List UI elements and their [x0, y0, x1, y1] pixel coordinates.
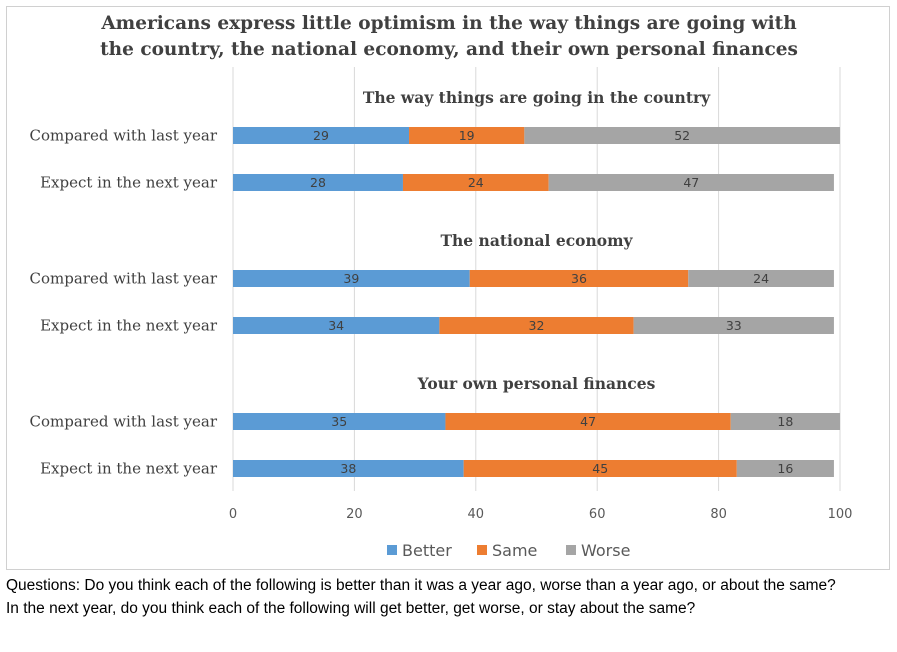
data-label: 39: [343, 271, 359, 286]
data-label: 36: [571, 271, 587, 286]
bar-segment-worse: [688, 270, 834, 287]
bar-segment-better: [233, 127, 410, 144]
data-label: 33: [726, 318, 742, 333]
legend-swatch-better: [387, 545, 397, 555]
x-tick-label: 80: [710, 507, 727, 522]
x-tick-label: 100: [828, 507, 853, 522]
group-title: The national economy: [440, 231, 633, 250]
bar-segment-same: [402, 174, 549, 191]
data-label: 29: [313, 128, 329, 143]
category-label: Compared with last year: [30, 270, 218, 288]
legend-label: Same: [492, 541, 537, 560]
bar-segment-worse: [633, 317, 834, 334]
x-tick-label: 40: [468, 507, 485, 522]
data-label: 38: [340, 461, 356, 476]
x-tick-label: 60: [589, 507, 606, 522]
question-notes: Questions: Do you think each of the foll…: [6, 574, 890, 620]
data-label: 47: [580, 414, 596, 429]
bar-segment-same: [439, 317, 634, 334]
bar-segment-better: [233, 270, 470, 287]
bar-segment-worse: [548, 174, 834, 191]
legend-swatch-worse: [566, 545, 576, 555]
data-label: 35: [331, 414, 347, 429]
bar-segment-better: [233, 413, 446, 430]
chart-title-line: Americans express little optimism in the…: [100, 13, 797, 34]
category-label: Expect in the next year: [40, 174, 218, 192]
category-label: Compared with last year: [30, 413, 218, 431]
bar-segment-same: [445, 413, 731, 430]
legend-swatch-same: [477, 545, 487, 555]
category-label: Expect in the next year: [40, 460, 218, 478]
data-label: 45: [592, 461, 608, 476]
data-label: 32: [529, 318, 545, 333]
data-label: 34: [328, 318, 344, 333]
group-title: Your own personal finances: [417, 374, 656, 393]
bar-segment-worse: [730, 413, 840, 430]
bar-segment-worse: [524, 127, 840, 144]
x-tick-label: 0: [229, 507, 237, 522]
group-title: The way things are going in the country: [363, 88, 711, 107]
x-tick-label: 20: [346, 507, 363, 522]
bar-segment-same: [409, 127, 525, 144]
bar-segment-better: [233, 317, 440, 334]
data-label: 28: [310, 175, 326, 190]
data-label: 18: [777, 414, 793, 429]
legend-label: Better: [402, 541, 452, 560]
data-label: 16: [777, 461, 793, 476]
stacked-bar-chart: Americans express little optimism in the…: [30, 13, 853, 560]
data-label: 24: [468, 175, 484, 190]
bar-segment-better: [233, 460, 464, 477]
question-note-2: In the next year, do you think each of t…: [6, 600, 696, 617]
question-note-1: Questions: Do you think each of the foll…: [6, 577, 836, 594]
bar-segment-same: [463, 460, 737, 477]
chart-frame: Americans express little optimism in the…: [6, 6, 890, 570]
data-label: 19: [459, 128, 475, 143]
data-label: 52: [674, 128, 690, 143]
category-label: Compared with last year: [30, 127, 218, 145]
chart-title-line: the country, the national economy, and t…: [100, 39, 798, 60]
bar-segment-same: [469, 270, 689, 287]
bar-segment-better: [233, 174, 403, 191]
bar-segment-worse: [736, 460, 834, 477]
data-label: 47: [683, 175, 699, 190]
category-label: Expect in the next year: [40, 317, 218, 335]
data-label: 24: [753, 271, 769, 286]
legend-label: Worse: [581, 541, 630, 560]
